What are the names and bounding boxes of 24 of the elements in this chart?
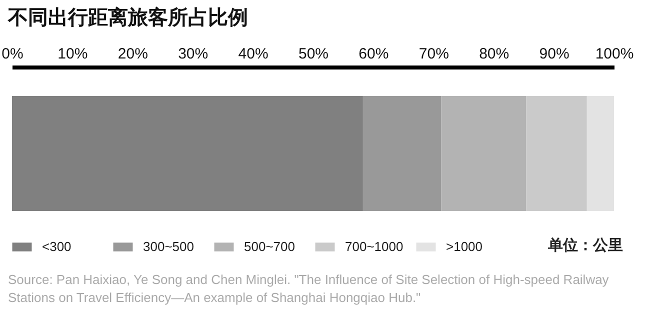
bar <box>586 96 614 211</box>
text: 单位：公里 <box>548 236 623 255</box>
x-tick-label: 0% <box>2 46 24 62</box>
bar <box>441 96 526 211</box>
x-tick-label: 20% <box>118 46 148 62</box>
source-note: Source: Pan Haixiao, Ye Song and Chen Minglei. "The Influence of Site Selection of High-speed Railway Stations on Travel Efficiency—An example of Shanghai Hongqiao Hub." <box>8 271 610 307</box>
x-tick-label: 40% <box>238 46 268 62</box>
legend-label: 500~700 <box>244 239 295 254</box>
chart-title: 不同出行距离旅客所占比例 <box>8 6 248 31</box>
x-tick-label: 60% <box>358 46 389 62</box>
legend-label: 700~1000 <box>345 239 404 254</box>
x-tick-label: 100% <box>595 46 634 62</box>
x-tick-label: 10% <box>58 46 88 62</box>
x-tick-label: 70% <box>418 46 449 62</box>
legend-label: >1000 <box>446 239 483 254</box>
bar <box>362 96 442 211</box>
x-tick-label: 50% <box>298 46 329 62</box>
x-tick-label: 90% <box>539 46 570 62</box>
x-tick-label: 80% <box>479 46 510 62</box>
x-tick-label: 30% <box>178 46 208 62</box>
bar <box>12 96 363 211</box>
legend-label: 300~500 <box>143 239 194 254</box>
bar <box>526 96 587 211</box>
legend-label: <300 <box>42 239 72 254</box>
